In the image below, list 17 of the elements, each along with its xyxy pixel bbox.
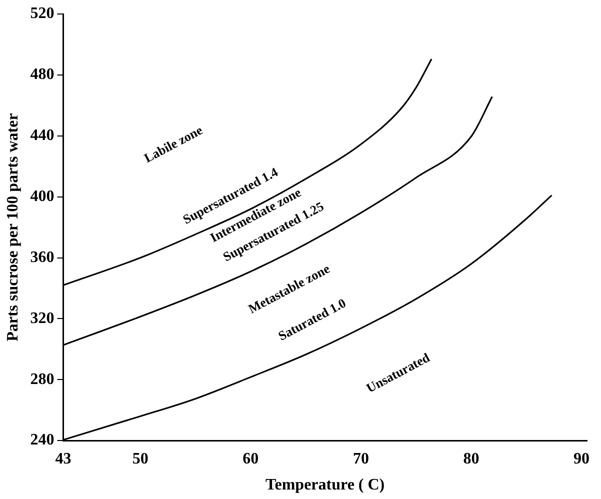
y-tick-label: 360 <box>30 248 54 266</box>
x-tick-label: 60 <box>242 450 259 468</box>
y-tick-label: 240 <box>30 432 54 449</box>
x-tick-label: 80 <box>463 450 480 468</box>
y-tick-label: 480 <box>30 66 54 84</box>
y-tick-label: 320 <box>30 310 54 327</box>
annotation: Labile zone <box>141 122 206 166</box>
y-axis-title: Parts sucrose per 100 parts water <box>4 113 22 342</box>
y-tick-label: 400 <box>30 188 54 205</box>
x-tick-label: 43 <box>55 450 72 468</box>
y-tick-label: 280 <box>30 370 54 388</box>
y-tick-label: 440 <box>30 127 54 144</box>
x-tick-label: 50 <box>132 450 148 468</box>
x-axis-title: Temperature ( C) <box>266 476 385 494</box>
y-tick-label: 520 <box>30 5 54 22</box>
x-tick-label: 70 <box>352 450 369 468</box>
x-tick-label: 90 <box>573 450 590 468</box>
